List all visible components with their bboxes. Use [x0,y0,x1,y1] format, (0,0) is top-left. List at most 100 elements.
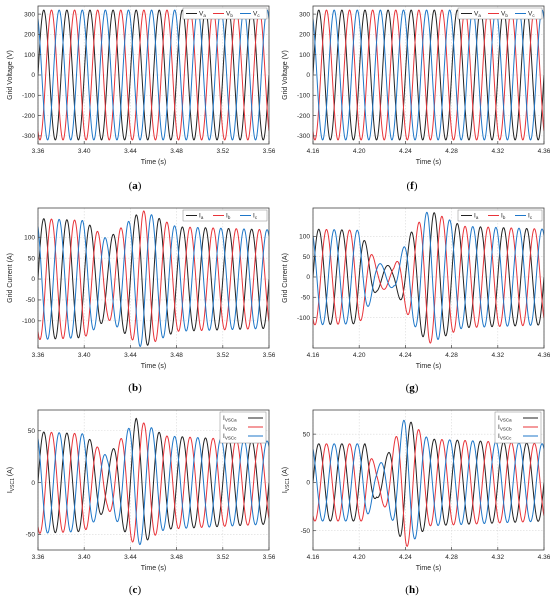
y-tick-label: 100 [299,52,310,59]
series-line-phase-b [38,9,269,141]
panel-a-chart: 3.36 3.40 3.44 3.48 3.52 3.56 -300 -200 -100 0 100… [7,5,275,166]
legend-entry: Vc [528,11,535,19]
y-tick-label: 100 [24,52,35,59]
legend-entry: Vb [501,11,508,19]
legend-entry: IVSCb [223,424,237,432]
x-tick-label: 3.56 [263,554,275,561]
y-tick-label: 100 [299,234,310,241]
legend-entry: Va [474,11,481,19]
panel-h-caption: (h) [405,584,419,596]
legend: Va Vb Vc [457,7,543,20]
x-tick-label: 3.48 [170,148,183,155]
series-line-phase-c [38,9,269,141]
y-tick-label: 100 [24,234,35,241]
series-line-phase-c [38,214,269,348]
y-tick-label: 300 [24,11,35,18]
x-axis-label: Time (s) [141,363,166,370]
legend-box [457,7,543,20]
y-axis-label: Grid Voltage (V) [282,50,289,100]
y-tick-label: 50 [28,428,36,435]
legend: Va Vb Vc [182,7,268,20]
x-tick-label: 4.32 [491,148,504,155]
y-tick-label: 0 [306,274,310,281]
y-tick-label: 0 [31,72,35,79]
legend-box [182,7,268,20]
series-group [38,210,269,348]
legend-box [182,209,268,222]
y-tick-label: -50 [26,297,36,304]
x-tick-label: 3.52 [216,554,229,561]
legend-entry: Ia [474,213,479,221]
y-tick-label: -50 [301,528,311,535]
y-tick-label: 50 [28,255,36,262]
panel-f-caption: (f) [406,180,418,192]
x-tick-label: 4.32 [491,352,504,359]
x-tick-label: 4.16 [307,148,320,155]
x-tick-label: 3.44 [124,352,137,359]
legend-entry: IVSCa [223,415,237,423]
x-tick-label: 4.36 [538,352,550,359]
y-tick-label: -100 [297,315,310,322]
x-tick-label: 3.52 [216,148,229,155]
legend-entry: Ib [501,213,506,221]
plot-frame [312,207,545,349]
legend: Ia Ib Ic [457,209,543,222]
panel-g-caption: (g) [405,382,419,394]
y-tick-label: 0 [306,480,310,487]
legend-entry: Va [199,11,206,19]
x-tick-label: 4.36 [538,554,550,561]
x-tick-label: 3.40 [78,352,91,359]
y-tick-label: 0 [31,276,35,283]
series-line-phase-c [313,211,544,341]
legend-box [457,209,543,222]
legend-entry: Ic [253,213,258,221]
y-tick-label: 50 [303,254,311,261]
x-tick-label: 4.24 [399,148,412,155]
series-line-phase-b [38,422,269,543]
y-tick-label: 200 [24,32,35,39]
series-line-phase-a [313,212,544,338]
legend: Ia Ib Ic [182,209,268,222]
series-group [313,419,544,547]
legend-entry: IVSCc [223,433,237,441]
y-tick-label: 0 [31,480,35,487]
x-tick-label: 4.24 [399,554,412,561]
panel-b-caption: (b) [128,382,142,394]
series-group [38,417,269,546]
y-tick-label: -50 [26,532,36,539]
y-tick-label: -200 [22,113,35,120]
series-line-phase-a [313,421,544,537]
series-line-phase-c [313,419,544,540]
x-tick-label: 3.36 [32,352,45,359]
legend-entry: IVSCb [498,424,512,432]
plot-frame [312,409,545,551]
plot-frame [37,409,270,551]
x-axis-label: Time (s) [416,565,441,572]
y-tick-label: -50 [301,294,311,301]
x-tick-label: 3.36 [32,554,45,561]
plot-frame [37,207,270,349]
x-tick-label: 4.20 [353,148,366,155]
x-tick-label: 3.40 [78,148,91,155]
x-axis-label: Time (s) [416,363,441,370]
x-tick-label: 3.56 [263,352,275,359]
x-tick-label: 4.32 [491,554,504,561]
series-line-phase-c [38,427,269,546]
y-axis-label: Grid Current (A) [7,253,14,303]
x-tick-label: 3.52 [216,352,229,359]
panel-f-chart: 4.16 4.20 4.24 4.28 4.32 4.36 -300 -200 -100 0 100… [282,5,550,166]
y-axis-label: Grid Voltage (V) [7,50,14,100]
legend-entry: Vb [226,11,233,19]
x-tick-label: 4.16 [307,554,320,561]
series-line-phase-c [313,9,544,141]
panel-h-chart: 4.16 4.20 4.24 4.28 4.32 4.36 -50 0 50 Time (s) IV… [282,409,550,572]
y-axis-label: IVSC1 (A) [7,467,16,493]
legend-entry: IVSCa [498,415,512,423]
series-line-phase-a [38,214,269,346]
x-tick-label: 4.16 [307,352,320,359]
y-tick-label: -100 [22,92,35,99]
series-line-phase-a [38,417,269,541]
x-tick-label: 3.48 [170,554,183,561]
y-tick-label: 200 [299,32,310,39]
